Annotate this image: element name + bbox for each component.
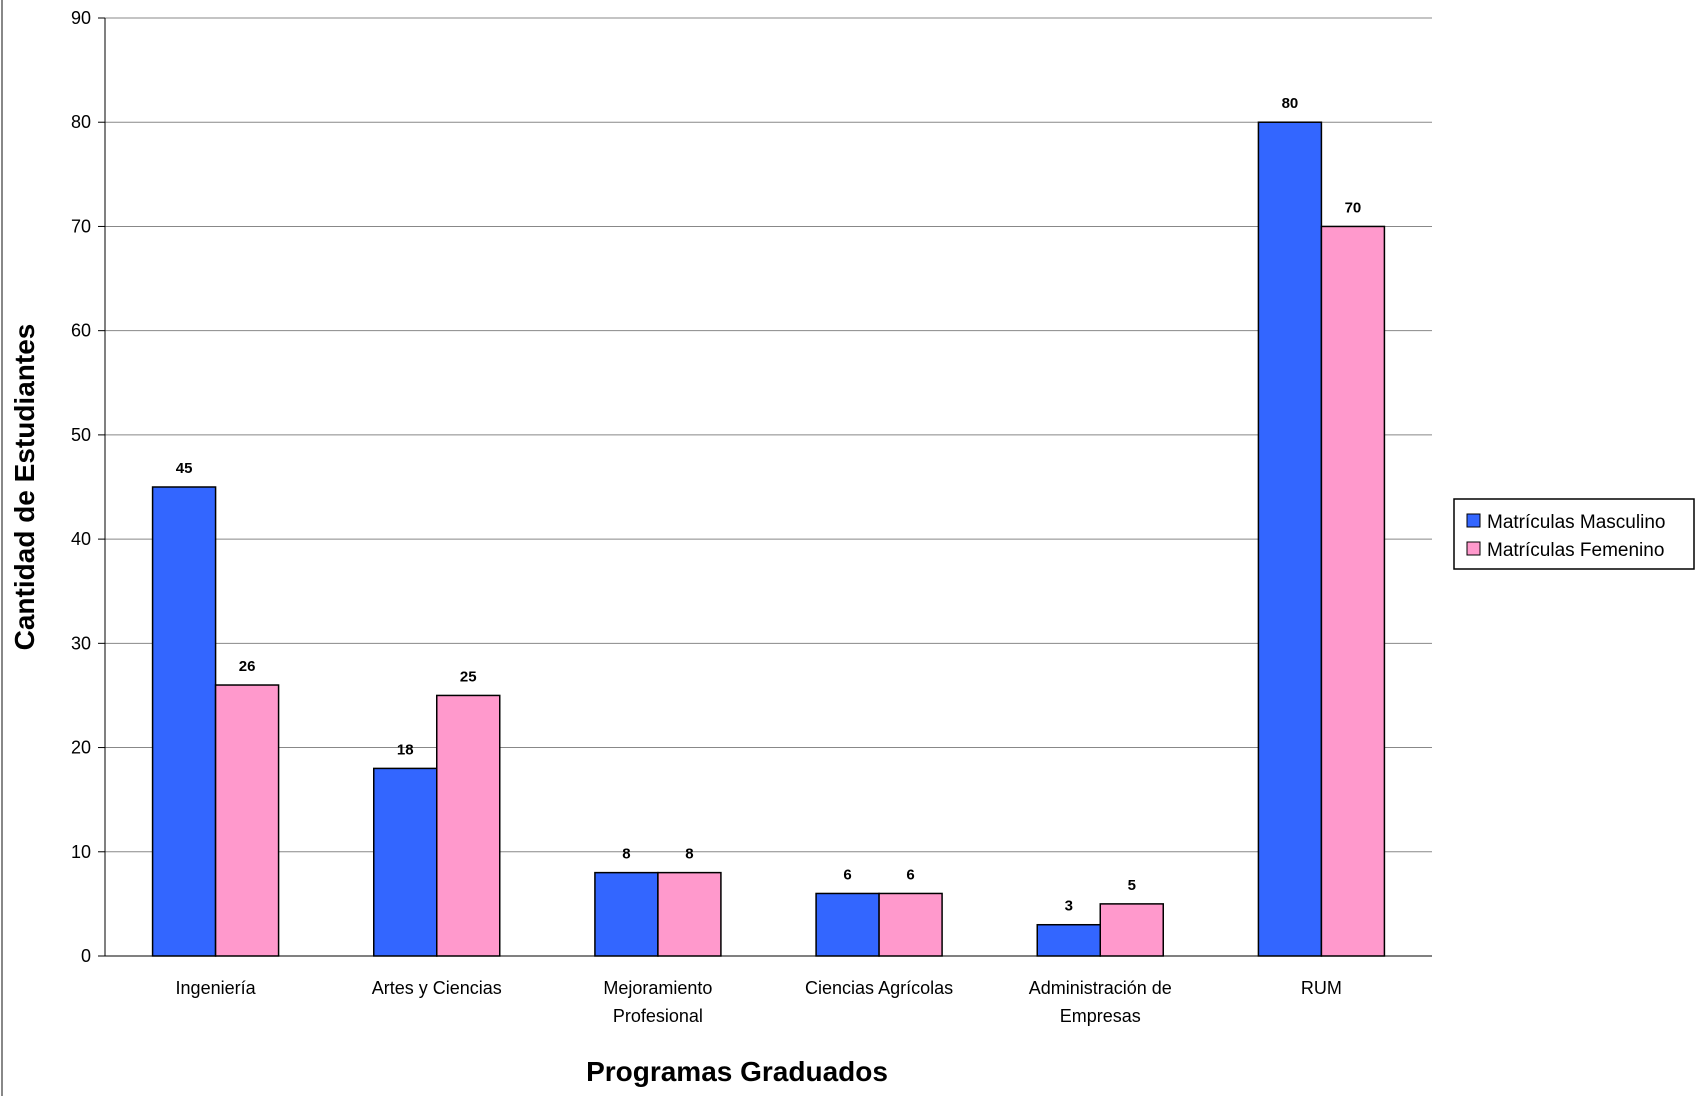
legend-label: Matrículas Femenino bbox=[1487, 540, 1664, 561]
data-label: 8 bbox=[685, 846, 693, 863]
x-tick-label: Profesional bbox=[613, 1006, 703, 1026]
bar-masculino bbox=[594, 871, 659, 957]
bar-femenino bbox=[878, 892, 943, 957]
data-label: 70 bbox=[1345, 199, 1362, 216]
bar-masculino bbox=[373, 767, 438, 957]
x-tick-label: Ingeniería bbox=[176, 978, 257, 998]
legend-box bbox=[1453, 498, 1695, 570]
y-tick-label: 90 bbox=[71, 8, 91, 28]
data-label: 45 bbox=[176, 460, 193, 477]
data-label: 6 bbox=[843, 866, 851, 883]
bar-femenino bbox=[214, 684, 280, 957]
bar-femenino bbox=[1320, 225, 1386, 957]
x-tick-label: Ciencias Agrícolas bbox=[805, 978, 953, 998]
bar-femenino bbox=[657, 871, 722, 957]
bars bbox=[151, 121, 1386, 957]
data-label: 18 bbox=[397, 741, 414, 758]
bar-masculino bbox=[151, 486, 217, 957]
data-label: 8 bbox=[622, 846, 630, 863]
x-tick-label: Administración de bbox=[1029, 978, 1172, 998]
data-label: 5 bbox=[1128, 877, 1136, 894]
legend-label: Matrículas Masculino bbox=[1487, 512, 1665, 533]
x-tick-label: Empresas bbox=[1060, 1006, 1141, 1026]
gridlines bbox=[105, 17, 1432, 853]
data-labels: 45 26 18 25 8 8 6 6 3 5 80 70 bbox=[176, 95, 1362, 915]
bar-masculino bbox=[1257, 121, 1323, 957]
x-tick-label: RUM bbox=[1301, 978, 1342, 998]
bar-femenino bbox=[1099, 903, 1164, 957]
bar-femenino bbox=[436, 694, 501, 957]
data-label: 6 bbox=[906, 866, 914, 883]
y-tick-labels: 0 10 20 30 40 50 60 70 80 90 bbox=[71, 8, 91, 966]
y-tick-label: 30 bbox=[71, 633, 91, 653]
x-category-labels: Ingeniería Artes y Ciencias Mejoramiento Pr… bbox=[176, 978, 1342, 1026]
y-tick-label: 80 bbox=[71, 112, 91, 132]
y-axis-title: Cantidad de Estudiantes bbox=[9, 324, 40, 651]
y-tick-label: 60 bbox=[71, 321, 91, 341]
y-tick-label: 70 bbox=[71, 216, 91, 236]
legend-swatch bbox=[1466, 541, 1481, 556]
data-label: 26 bbox=[239, 658, 256, 675]
y-tick-label: 10 bbox=[71, 842, 91, 862]
data-label: 80 bbox=[1282, 95, 1299, 112]
legend-swatch bbox=[1466, 513, 1481, 528]
x-tick-label: Mejoramiento bbox=[603, 978, 712, 998]
y-tick-label: 20 bbox=[71, 738, 91, 758]
x-axis-title: Programas Graduados bbox=[586, 1056, 888, 1087]
y-tick-label: 0 bbox=[81, 946, 91, 966]
y-tick-label: 40 bbox=[71, 529, 91, 549]
legend: Matrículas Masculino Matrículas Femenino bbox=[1453, 498, 1695, 570]
x-tick-label: Artes y Ciencias bbox=[372, 978, 502, 998]
bar-masculino bbox=[815, 892, 880, 957]
y-tick-label: 50 bbox=[71, 425, 91, 445]
data-label: 25 bbox=[460, 668, 477, 685]
axes bbox=[98, 17, 1432, 957]
data-label: 3 bbox=[1065, 898, 1073, 915]
bar-masculino bbox=[1036, 923, 1101, 957]
